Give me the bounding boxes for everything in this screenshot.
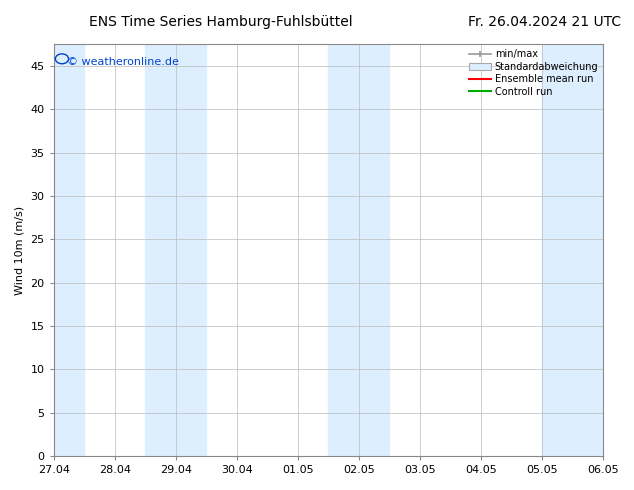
Legend: min/max, Standardabweichung, Ensemble mean run, Controll run: min/max, Standardabweichung, Ensemble me… xyxy=(469,49,598,97)
Bar xyxy=(145,45,207,456)
Text: ENS Time Series Hamburg-Fuhlsbüttel: ENS Time Series Hamburg-Fuhlsbüttel xyxy=(89,15,353,29)
Y-axis label: Wind 10m (m/s): Wind 10m (m/s) xyxy=(15,206,25,295)
Text: Fr. 26.04.2024 21 UTC: Fr. 26.04.2024 21 UTC xyxy=(468,15,621,29)
Text: © weatheronline.de: © weatheronline.de xyxy=(67,57,179,67)
Bar xyxy=(328,45,389,456)
Bar xyxy=(541,45,633,456)
Bar xyxy=(23,45,84,456)
